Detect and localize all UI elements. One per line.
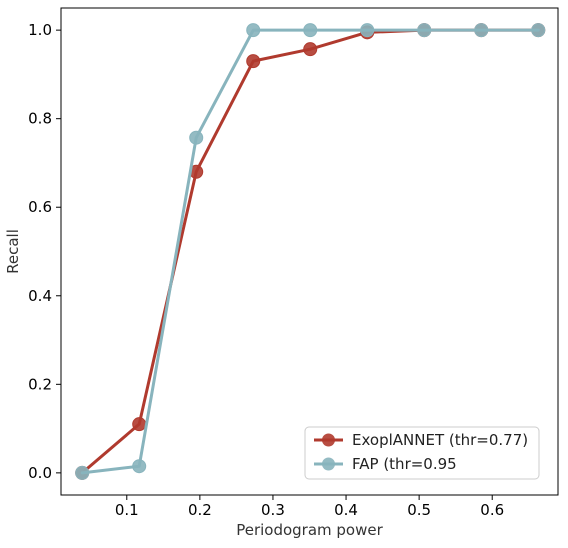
legend-label: FAP (thr=0.95 (352, 455, 457, 473)
y-tick-label: 0.6 (28, 198, 52, 216)
data-point (246, 23, 261, 38)
data-point (132, 459, 147, 474)
y-tick-label: 1.0 (28, 21, 52, 39)
legend-marker (322, 457, 335, 471)
plot-series (75, 23, 546, 480)
data-point (246, 54, 261, 69)
data-point (360, 23, 375, 38)
x-tick-label: 0.5 (407, 501, 431, 519)
x-tick-label: 0.3 (261, 501, 285, 519)
series-1 (75, 23, 546, 480)
data-point (132, 417, 147, 432)
y-axis-label: Recall (4, 229, 22, 274)
y-tick-label: 0.8 (28, 110, 52, 128)
legend-box (304, 426, 540, 480)
data-point (303, 23, 318, 38)
data-point (531, 23, 546, 38)
x-tick-label: 0.6 (480, 501, 504, 519)
legend: ExoplANNET (thr=0.77) FAP (thr=0.95 (304, 426, 540, 480)
y-tick-label: 0.4 (28, 287, 52, 305)
plot-frame (60, 7, 559, 496)
y-tick-label: 0.0 (28, 464, 52, 482)
x-tick-label: 0.1 (115, 501, 139, 519)
data-point (75, 465, 90, 480)
data-point (303, 42, 318, 57)
legend-marker (322, 433, 335, 447)
plot-border (60, 7, 559, 496)
data-point (417, 23, 432, 38)
axes: 0.1 0.2 0.3 0.4 0.5 0.6 0.0 0.2 0.4 0.6 0.8 1.0 Peri… (4, 21, 504, 539)
x-tick-label: 0.2 (188, 501, 212, 519)
data-point (474, 23, 489, 38)
series-2 (75, 23, 546, 480)
y-tick-label: 0.2 (28, 375, 52, 393)
legend-item: ExoplANNET (thr=0.77) (314, 431, 528, 449)
legend-label: ExoplANNET (thr=0.77) (352, 431, 528, 449)
x-tick-label: 0.4 (334, 501, 358, 519)
x-axis-label: Periodogram power (236, 521, 383, 539)
series-line (80, 28, 540, 475)
data-point (189, 130, 204, 145)
legend-item: FAP (thr=0.95 (314, 455, 457, 473)
